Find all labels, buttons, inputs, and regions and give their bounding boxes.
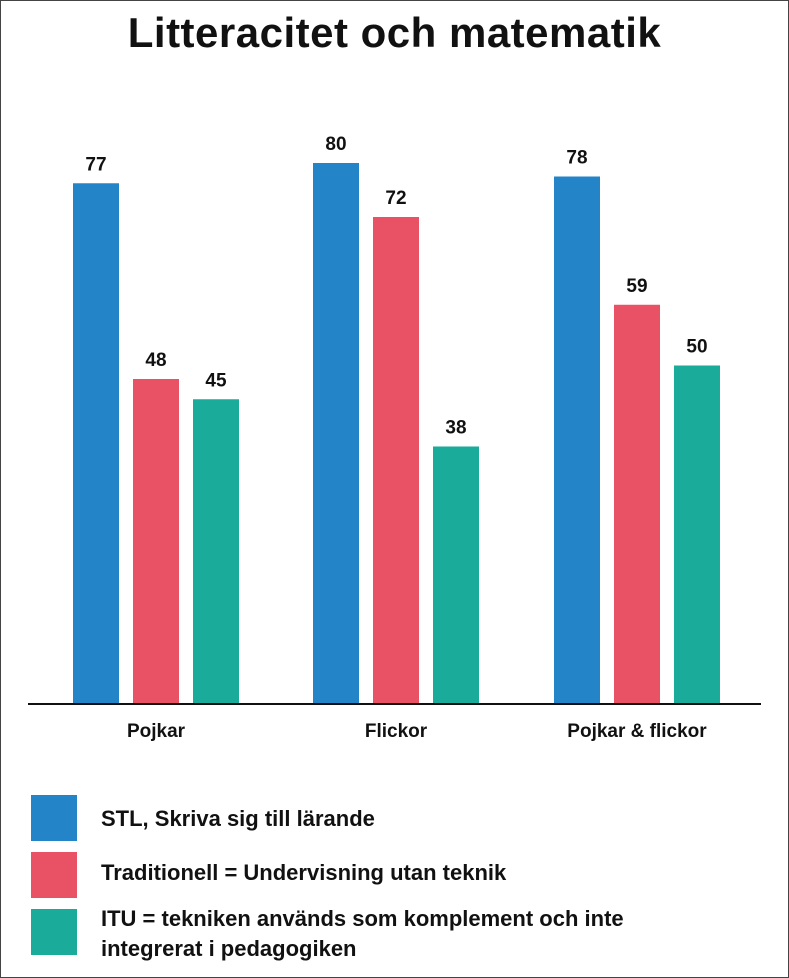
bar-pojkar-stl <box>73 183 119 703</box>
chart-title: Litteracitet och matematik <box>127 9 662 56</box>
bar-flickor-stl <box>313 163 359 703</box>
value-label-pojkar-and-flickor-traditionell: 59 <box>626 276 647 297</box>
value-label-pojkar-and-flickor-stl: 78 <box>566 148 587 169</box>
value-label-pojkar-traditionell: 48 <box>145 350 166 371</box>
category-label-flickor: Flickor <box>365 721 428 742</box>
value-label-flickor-itu: 38 <box>445 418 466 439</box>
bar-flickor-itu <box>433 446 479 703</box>
legend-item-itu: ITU = tekniken används som komplement oc… <box>31 906 771 965</box>
legend-label-traditionell: Traditionell = Undervisning utan teknik <box>101 860 507 885</box>
legend-label-stl: STL, Skriva sig till lärande <box>101 806 375 831</box>
category-label-pojkar: Pojkar <box>127 721 186 742</box>
category-labels-group: Pojkar Flickor Pojkar & flickor <box>127 721 707 742</box>
value-labels-group: 77 48 45 80 72 38 78 59 50 <box>85 134 707 439</box>
legend-swatch-stl <box>31 795 77 841</box>
bar-pojkar-itu <box>193 399 239 703</box>
legend-item-traditionell: Traditionell = Undervisning utan teknik <box>31 852 771 900</box>
value-label-flickor-stl: 80 <box>325 134 346 155</box>
legend-swatch-itu <box>31 909 77 955</box>
bars-group <box>73 163 720 703</box>
value-label-pojkar-stl: 77 <box>85 154 106 175</box>
bar-pojkar-and-flickor-itu <box>674 365 720 703</box>
value-label-pojkar-itu: 45 <box>205 370 227 391</box>
bar-pojkar-traditionell <box>133 379 179 703</box>
legend-item-stl: STL, Skriva sig till lärande <box>31 795 771 843</box>
value-label-pojkar-and-flickor-itu: 50 <box>686 337 707 358</box>
bar-pojkar-and-flickor-stl <box>554 176 600 703</box>
bar-flickor-traditionell <box>373 217 419 703</box>
bar-pojkar-and-flickor-traditionell <box>614 304 660 703</box>
category-label-pojkar-and-flickor: Pojkar & flickor <box>567 721 707 742</box>
legend-label-itu: ITU = tekniken används som komplement oc… <box>101 906 624 961</box>
legend-swatch-traditionell <box>31 852 77 898</box>
value-label-flickor-traditionell: 72 <box>385 188 406 209</box>
bar-chart: 77 48 45 80 72 38 78 59 50 Pojkar Flickor Pojkar &… <box>28 134 761 742</box>
